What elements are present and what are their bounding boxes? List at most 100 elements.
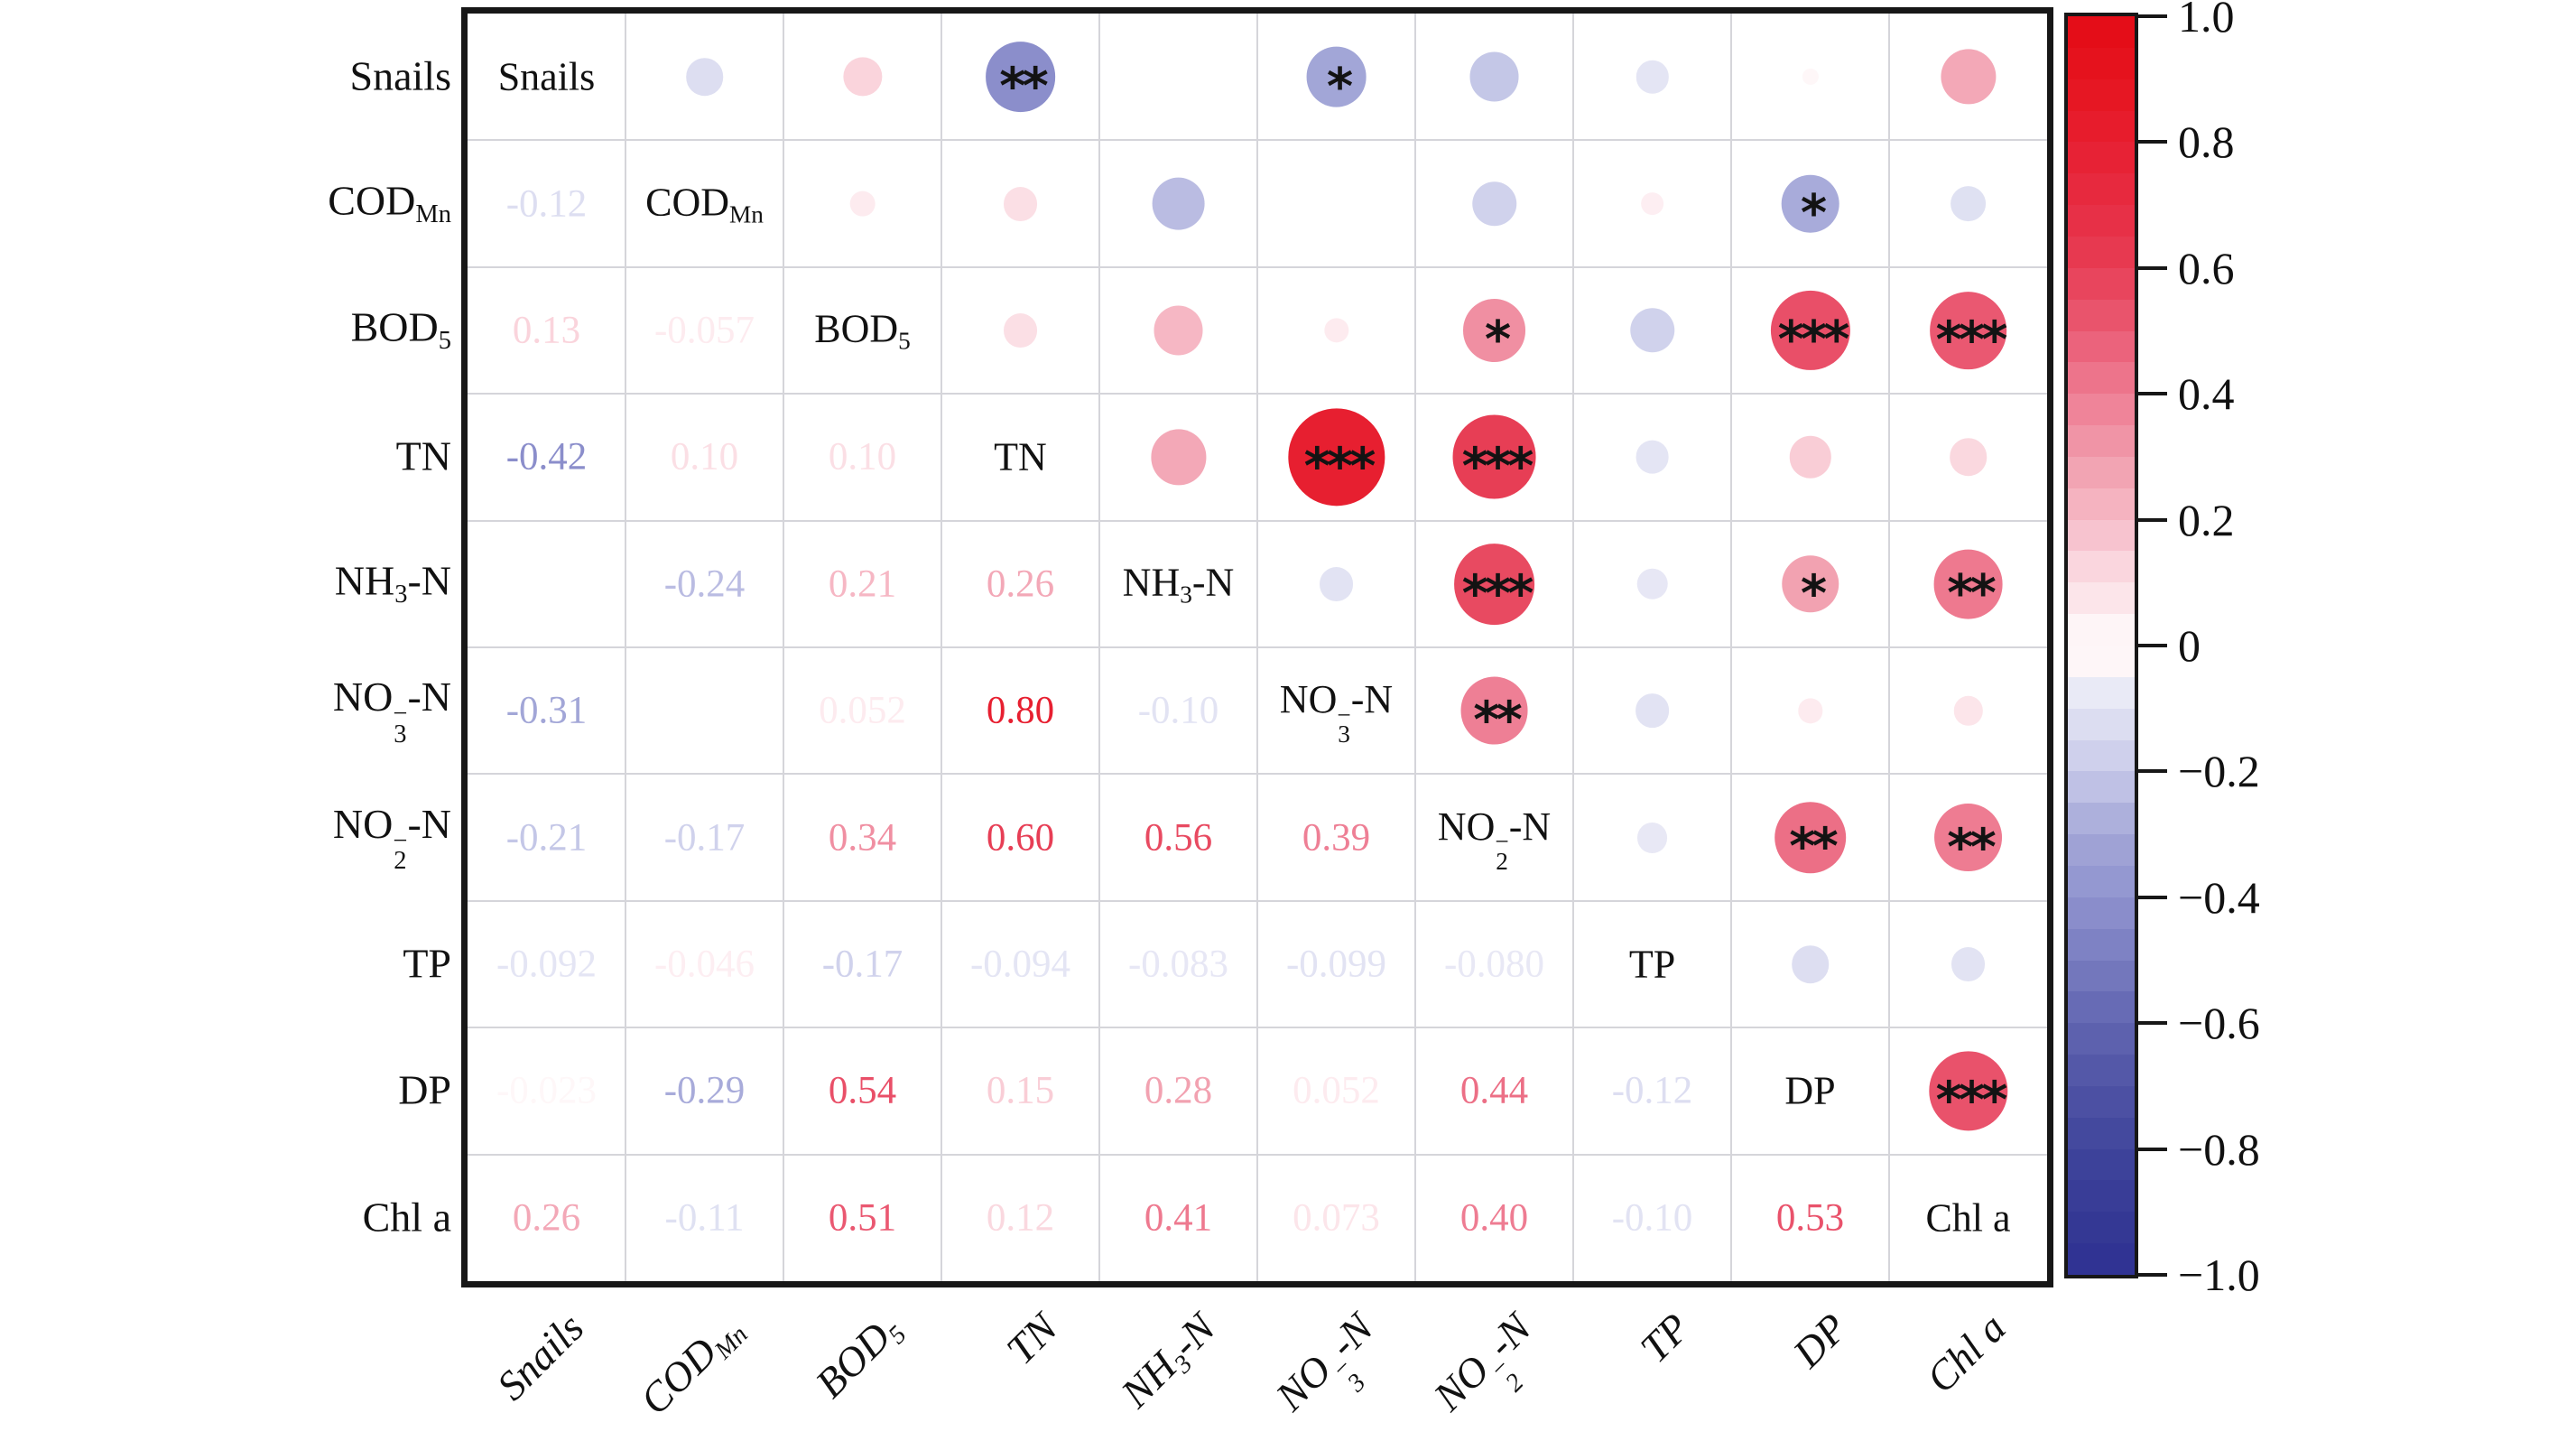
diagonal-label: Snails bbox=[497, 54, 596, 99]
colorbar-tick-label: 0.4 bbox=[2178, 368, 2235, 420]
matrix-cell-value: 0.052 bbox=[819, 689, 906, 732]
matrix-cell-value: 0.10 bbox=[828, 435, 897, 479]
matrix-cell-circle: *** bbox=[1453, 543, 1535, 625]
matrix-cell-circle bbox=[1949, 438, 1988, 477]
matrix-cell-circle: * bbox=[1306, 46, 1367, 112]
colorbar-band bbox=[2068, 362, 2135, 395]
colorbar-tick bbox=[2138, 140, 2167, 144]
matrix-cell-circle: ** bbox=[1774, 801, 1847, 877]
colorbar-band bbox=[2068, 928, 2135, 962]
colorbar-band bbox=[2068, 771, 2135, 804]
matrix-cell-circle bbox=[1951, 947, 1986, 981]
colorbar-tick bbox=[2138, 392, 2167, 396]
y-axis-label: NO −2 -N bbox=[332, 800, 451, 876]
matrix-cell-value: -0.17 bbox=[663, 816, 746, 860]
colorbar-band bbox=[2068, 708, 2135, 741]
colorbar-band bbox=[2068, 1085, 2135, 1119]
significance-stars: *** bbox=[1777, 311, 1850, 370]
colorbar-band bbox=[2068, 803, 2135, 836]
matrix-cell-value: 0.44 bbox=[1459, 1069, 1529, 1112]
matrix-cell-value: 0.26 bbox=[512, 1196, 581, 1240]
matrix-cell-circle: ** bbox=[1933, 549, 2003, 618]
matrix-cell-value: -0.17 bbox=[821, 943, 903, 986]
matrix-cell-circle bbox=[1319, 566, 1354, 601]
colorbar-band bbox=[2068, 16, 2135, 49]
matrix-cell-circle bbox=[685, 58, 724, 96]
matrix-cell-circle bbox=[1150, 429, 1207, 485]
matrix-cell-value: -0.083 bbox=[1127, 943, 1229, 986]
colorbar-band bbox=[2068, 834, 2135, 867]
colorbar-band bbox=[2068, 582, 2135, 616]
matrix-cell-value: 0.10 bbox=[670, 435, 739, 479]
colorbar-band bbox=[2068, 330, 2135, 364]
matrix-cell-value: -0.10 bbox=[1137, 689, 1219, 732]
x-axis-label: Snails bbox=[487, 1304, 593, 1409]
colorbar-band bbox=[2068, 1243, 2135, 1275]
colorbar-band bbox=[2068, 488, 2135, 521]
grid-line bbox=[468, 773, 2047, 776]
colorbar-tick bbox=[2138, 14, 2167, 18]
diagonal-label: NO −3 -N bbox=[1279, 677, 1394, 748]
colorbar-band bbox=[2068, 897, 2135, 930]
significance-stars: ** bbox=[1473, 691, 1523, 750]
matrix-cell-circle bbox=[1323, 318, 1349, 343]
matrix-cell-value: 0.39 bbox=[1302, 816, 1371, 860]
matrix-cell-circle bbox=[1797, 698, 1823, 723]
matrix-cell-value: 0.28 bbox=[1144, 1069, 1213, 1112]
colorbar-band bbox=[2068, 236, 2135, 269]
colorbar-band bbox=[2068, 519, 2135, 553]
significance-stars: * bbox=[1326, 57, 1353, 116]
colorbar-tick bbox=[2138, 1021, 2167, 1026]
matrix-cell-circle bbox=[1629, 308, 1675, 353]
matrix-cell-circle bbox=[1003, 313, 1038, 348]
matrix-cell-circle bbox=[1471, 181, 1517, 227]
x-axis-label: BOD5 bbox=[806, 1313, 913, 1407]
matrix-cell-circle bbox=[1791, 945, 1830, 983]
colorbar-tick-label: −0.8 bbox=[2178, 1123, 2260, 1175]
matrix-cell-value: 0.073 bbox=[1293, 1196, 1380, 1240]
matrix-cell-value: 0.12 bbox=[986, 1196, 1055, 1240]
matrix-cell-circle: ** bbox=[1460, 676, 1528, 750]
colorbar-band bbox=[2068, 110, 2135, 144]
diagonal-label: CODMn bbox=[645, 180, 764, 228]
matrix-cell-value: 0.15 bbox=[986, 1069, 1055, 1112]
matrix-cell-value: -0.11 bbox=[664, 1196, 745, 1240]
matrix-cell-circle bbox=[1950, 185, 1987, 222]
colorbar-band bbox=[2068, 960, 2135, 993]
x-axis-label: DP bbox=[1784, 1304, 1857, 1377]
colorbar-band bbox=[2068, 865, 2135, 898]
matrix-cell-circle: *** bbox=[1928, 1051, 2007, 1131]
matrix-cell-circle: *** bbox=[1452, 414, 1536, 499]
matrix-cell-circle bbox=[1640, 191, 1664, 216]
significance-stars: ** bbox=[1789, 817, 1839, 877]
y-axis-label: Snails bbox=[349, 52, 451, 99]
colorbar-band bbox=[2068, 991, 2135, 1025]
x-axis-label: NO −3 -N bbox=[1266, 1304, 1383, 1420]
colorbar-tick-label: 0.8 bbox=[2178, 116, 2235, 168]
colorbar-tick bbox=[2138, 644, 2167, 647]
matrix-cell-circle bbox=[1940, 49, 1997, 105]
y-axis-label: TN bbox=[395, 432, 451, 479]
significance-stars: *** bbox=[1461, 563, 1534, 623]
matrix-cell-circle: ** bbox=[985, 42, 1056, 113]
matrix-cell-value: 0.41 bbox=[1144, 1196, 1213, 1240]
colorbar-band bbox=[2068, 1148, 2135, 1182]
matrix-cell-value: 0.40 bbox=[1459, 1196, 1529, 1240]
matrix-cell-value: 0.53 bbox=[1775, 1196, 1845, 1240]
significance-stars: * bbox=[1484, 311, 1511, 370]
matrix-cell-value: 0.51 bbox=[828, 1196, 897, 1240]
matrix-cell-circle bbox=[1003, 186, 1038, 221]
colorbar-band bbox=[2068, 676, 2135, 710]
colorbar bbox=[2064, 13, 2138, 1278]
matrix-cell-value: -0.24 bbox=[663, 562, 746, 606]
matrix-cell-circle bbox=[1635, 441, 1669, 474]
x-axis-label: CODMn bbox=[631, 1320, 755, 1424]
grid-line bbox=[1888, 14, 1890, 1281]
matrix-cell-value: 0.60 bbox=[986, 816, 1055, 860]
matrix-cell-circle: * bbox=[1462, 299, 1526, 366]
matrix-cell-value: -0.12 bbox=[1611, 1069, 1693, 1112]
significance-stars: *** bbox=[1935, 311, 2008, 370]
matrix-cell-value: -0.094 bbox=[969, 943, 1071, 986]
grid-line bbox=[1414, 14, 1416, 1281]
